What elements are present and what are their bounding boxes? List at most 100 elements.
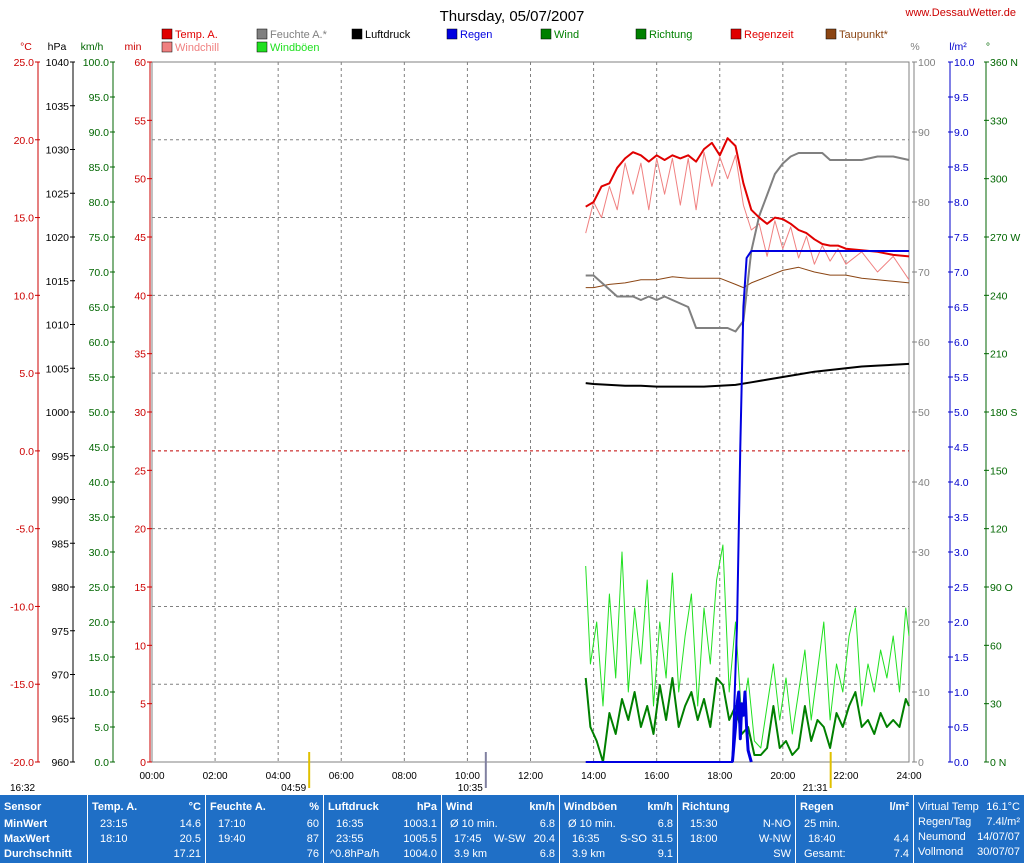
- percent-unit: %: [910, 41, 919, 53]
- stats-value: 1005.5: [403, 833, 437, 845]
- stats-time: 17:10: [218, 818, 246, 830]
- site-link[interactable]: www.DessauWetter.de: [905, 7, 1016, 19]
- stats-extra-label: Regen/Tag: [918, 816, 972, 828]
- pressure-tick: 965: [51, 713, 69, 725]
- pressure-tick: 985: [51, 538, 69, 550]
- chart-title: Thursday, 05/07/2007: [440, 8, 585, 25]
- stats-value: 14.6: [179, 818, 201, 830]
- speed-tick: 20.0: [89, 617, 110, 629]
- stats-extra-value: 16.1°C: [986, 801, 1020, 813]
- stats-value: W-NW: [758, 833, 791, 845]
- direction-tick: 330: [990, 115, 1008, 127]
- pressure-unit: hPa: [48, 41, 67, 53]
- series-layer: [584, 137, 910, 763]
- x-tick-label: 24:00: [896, 771, 921, 782]
- stats-extra: Virtual Temp 16.1°C Regen/Tag 7.4l/m² Neum…: [914, 795, 1024, 863]
- pressure-tick: 1010: [46, 320, 70, 332]
- stats-sensor: Sensor MinWert MaxWert Durchschnitt: [0, 795, 88, 863]
- stats-direction: S-SO: [620, 833, 647, 845]
- legend-swatch: [446, 28, 458, 40]
- percent-tick: 90: [918, 127, 930, 139]
- stats-time: 17:45: [454, 833, 482, 845]
- percent-tick: 40: [918, 477, 930, 489]
- percent-tick: 50: [918, 407, 930, 419]
- legend-label: Regen: [460, 29, 492, 41]
- rain-tick: 0.0: [954, 757, 969, 769]
- rain-tick: 1.0: [954, 687, 969, 699]
- direction-tick: 300: [990, 174, 1008, 186]
- pressure-tick: 990: [51, 495, 69, 507]
- stats-panel: Sensor MinWert MaxWert Durchschnitt Temp…: [0, 795, 1024, 863]
- minutes-tick: 10: [134, 640, 146, 652]
- stats-value: 20.5: [179, 833, 201, 845]
- axes: 00:00 02:00 04:00 06:00 08:00 10:00 12:00 14:00…: [10, 41, 1020, 794]
- stats-unit: °C: [188, 801, 201, 813]
- stats-temp: Temp. A. °C 23:15 14.6 18:10 20.5 17.21: [88, 795, 206, 863]
- legend-label: Richtung: [649, 29, 692, 41]
- stats-pressure: Luftdruck hPa 16:35 1003.1 23:55 1005.5 ^0.…: [324, 795, 442, 863]
- stats-header: Wind: [446, 801, 473, 813]
- series-windböen: [585, 544, 910, 749]
- direction-tick: 150: [990, 465, 1008, 477]
- direction-tick: 120: [990, 524, 1008, 536]
- stats-header: Windböen: [564, 801, 618, 813]
- minutes-tick: 35: [134, 349, 146, 361]
- rain-tick: 3.0: [954, 547, 969, 559]
- stats-value: 6.8: [657, 818, 673, 830]
- stats-value: N-NO: [762, 818, 791, 830]
- series-regenzeit: [730, 690, 753, 763]
- speed-tick: 25.0: [89, 582, 110, 594]
- direction-tick: 210: [990, 349, 1008, 361]
- pressure-tick: 1000: [46, 407, 70, 419]
- legend-swatch: [161, 41, 173, 53]
- stats-humidity: Feuchte A.% 17:10 60 19:40 87 76: [206, 795, 324, 863]
- speed-tick: 10.0: [89, 687, 110, 699]
- legend-label: Temp. A.: [175, 29, 218, 41]
- stats-wind: Wind km/h Ø 10 min. 6.8 17:45 W-SW 20.4 3.9 …: [442, 795, 560, 863]
- x-tick-label: 22:00: [833, 771, 858, 782]
- minutes-tick: 55: [134, 115, 146, 127]
- legend-swatch: [635, 28, 647, 40]
- stats-value: 1004.0: [403, 848, 437, 860]
- noon-marker-label: 10:35: [458, 783, 483, 794]
- pressure-tick: 960: [51, 757, 69, 769]
- x-tick-label: 02:00: [203, 771, 228, 782]
- speed-tick: 70.0: [89, 267, 110, 279]
- pressure-tick: 1035: [46, 101, 70, 113]
- stats-extra-value: 7.4l/m²: [986, 816, 1020, 828]
- rain-tick: 8.5: [954, 162, 969, 174]
- rain-tick: 8.0: [954, 197, 969, 209]
- legend-swatch: [256, 41, 268, 53]
- grid: [151, 61, 910, 763]
- stats-time: 15:30: [690, 818, 718, 830]
- temp-tick: -20.0: [10, 757, 34, 769]
- percent-tick: 10: [918, 687, 930, 699]
- minutes-tick: 15: [134, 582, 146, 594]
- stats-unit: %: [309, 801, 319, 813]
- speed-tick: 90.0: [89, 127, 110, 139]
- minutes-tick: 40: [134, 290, 146, 302]
- temp-tick: -5.0: [16, 524, 34, 536]
- stats-time: 16:35: [572, 833, 600, 845]
- speed-tick: 40.0: [89, 477, 110, 489]
- speed-tick: 100.0: [83, 57, 109, 69]
- stats-header: Luftdruck: [328, 801, 379, 813]
- direction-tick: 90 O: [990, 582, 1013, 594]
- percent-tick: 60: [918, 337, 930, 349]
- rain-tick: 6.5: [954, 302, 969, 314]
- x-tick-label: 04:00: [266, 771, 291, 782]
- rain-tick: 10.0: [954, 57, 975, 69]
- temp-tick: 20.0: [14, 135, 35, 147]
- direction-tick: 0 N: [990, 757, 1006, 769]
- temp-unit: °C: [20, 41, 32, 53]
- rain-tick: 2.5: [954, 582, 969, 594]
- rain-tick: 5.5: [954, 372, 969, 384]
- direction-tick: 180 S: [990, 407, 1017, 419]
- x-tick-label: 14:00: [581, 771, 606, 782]
- sunrise-marker-label: 04:59: [281, 783, 306, 794]
- legend: Temp. A.Windchill Feuchte A.*Windböen Luft…: [161, 28, 889, 54]
- rain-tick: 6.0: [954, 337, 969, 349]
- rain-tick: 9.5: [954, 92, 969, 104]
- rain-tick: 2.0: [954, 617, 969, 629]
- pressure-tick: 1015: [46, 276, 70, 288]
